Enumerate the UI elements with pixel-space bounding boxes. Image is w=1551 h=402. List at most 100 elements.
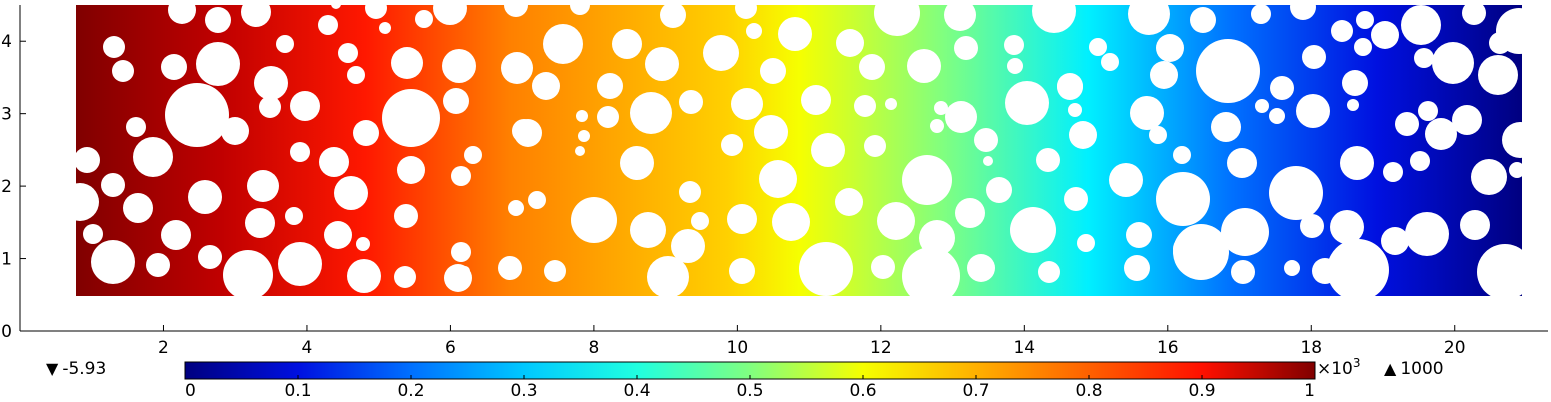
inclusion-hole — [1173, 235, 1201, 263]
inclusion-hole — [123, 193, 153, 223]
inclusion-hole — [1342, 70, 1368, 96]
inclusion-hole — [112, 60, 134, 82]
inclusion-hole — [1124, 255, 1150, 281]
inclusion-hole — [885, 98, 897, 110]
x-tick-label: 12 — [870, 338, 892, 358]
inclusion-hole — [811, 133, 845, 167]
inclusion-hole — [854, 95, 876, 117]
inclusion-hole — [570, 0, 590, 15]
inclusion-hole — [597, 106, 619, 128]
inclusion-hole — [365, 0, 387, 19]
inclusion-hole — [146, 253, 170, 277]
inclusion-hole — [1128, 0, 1170, 35]
inclusion-hole — [1330, 210, 1364, 244]
inclusion-hole — [836, 29, 864, 57]
inclusion-hole — [1354, 38, 1372, 56]
inclusion-hole — [1340, 146, 1374, 180]
inclusion-hole — [1221, 208, 1269, 256]
inclusion-hole — [902, 247, 960, 305]
inclusion-hole — [1149, 126, 1167, 144]
field-domain — [76, 5, 1522, 296]
inclusion-hole — [772, 203, 810, 241]
inclusion-hole — [532, 72, 560, 100]
inclusion-hole — [1004, 35, 1024, 55]
x-tick-label: 4 — [302, 338, 313, 358]
inclusion-hole — [512, 119, 536, 143]
inclusion-hole — [1069, 121, 1097, 149]
colorbar-tick-label: 1 — [1304, 381, 1315, 401]
inclusion-hole — [1038, 261, 1060, 283]
y-tick-label: 1 — [1, 250, 12, 270]
inclusion-hole — [278, 242, 322, 286]
inclusion-hole — [1452, 105, 1482, 135]
y-tick-label: 3 — [1, 105, 12, 125]
inclusion-hole — [671, 229, 705, 263]
y-tick-label: 0 — [1, 322, 12, 342]
inclusion-hole — [1290, 0, 1316, 20]
inclusion-hole — [205, 7, 231, 33]
inclusion-hole — [919, 220, 955, 256]
inclusion-hole — [955, 198, 985, 228]
inclusion-hole — [501, 52, 533, 84]
inclusion-hole — [1150, 61, 1178, 89]
inclusions — [61, 0, 1542, 305]
colorbar-tick-label: 0 — [185, 381, 196, 401]
inclusion-hole — [877, 202, 915, 240]
inclusion-hole — [347, 66, 365, 84]
colorbar-tick-label: 0.7 — [962, 381, 989, 401]
inclusion-hole — [1414, 48, 1434, 68]
inclusion-hole — [508, 200, 524, 216]
x-tick-label: 10 — [727, 338, 749, 358]
inclusion-hole — [1371, 21, 1399, 49]
inclusion-hole — [907, 49, 941, 83]
inclusion-hole — [1231, 260, 1255, 284]
max-value-label: ▲ 1000 — [1384, 359, 1444, 379]
colorbar-tick-label: 0.4 — [623, 381, 650, 401]
inclusion-hole — [61, 183, 99, 221]
inclusion-hole — [1101, 53, 1119, 71]
inclusion-hole — [1471, 159, 1507, 195]
inclusion-hole — [1302, 45, 1326, 69]
inclusion-hole — [1462, 1, 1486, 25]
inclusion-hole — [729, 258, 755, 284]
inclusion-hole — [221, 117, 249, 145]
y-tick-label: 4 — [1, 32, 12, 52]
inclusion-hole — [679, 90, 703, 114]
inclusion-hole — [464, 146, 482, 164]
colorbar-tick-label: 0.3 — [510, 381, 537, 401]
inclusion-hole — [334, 176, 368, 210]
inclusion-hole — [319, 147, 349, 177]
colorbar-tick-label: 0.8 — [1075, 381, 1102, 401]
colorbar-tick-label: 0.1 — [284, 381, 311, 401]
inclusion-hole — [443, 88, 469, 114]
y-tick-label: 2 — [1, 177, 12, 197]
x-tick-label: 18 — [1300, 338, 1322, 358]
inclusion-hole — [735, 0, 757, 19]
min-value-label: ▼ -5.93 — [46, 359, 106, 379]
inclusion-hole — [241, 0, 271, 27]
axes — [19, 5, 1548, 332]
inclusion-hole — [1502, 122, 1538, 158]
inclusion-hole — [103, 36, 125, 58]
inclusion-hole — [1269, 166, 1323, 220]
inclusion-hole — [630, 212, 666, 248]
x-tick-label: 14 — [1013, 338, 1035, 358]
inclusion-hole — [394, 204, 418, 228]
inclusion-hole — [168, 0, 196, 24]
x-tick-label: 6 — [445, 338, 456, 358]
inclusion-hole — [874, 0, 920, 36]
inclusion-hole — [1460, 210, 1490, 240]
inclusion-hole — [575, 146, 585, 156]
min-triangle-icon: ▼ — [46, 359, 59, 378]
inclusion-hole — [1227, 148, 1257, 178]
inclusion-hole — [1405, 212, 1449, 256]
inclusion-hole — [101, 173, 125, 197]
inclusion-hole — [356, 237, 370, 251]
inclusion-hole — [679, 181, 701, 203]
inclusion-hole — [1381, 227, 1409, 255]
inclusion-hole — [442, 49, 476, 83]
inclusion-hole — [983, 156, 993, 166]
inclusion-hole — [133, 137, 173, 177]
inclusion-hole — [974, 128, 998, 152]
inclusion-hole — [74, 147, 100, 173]
